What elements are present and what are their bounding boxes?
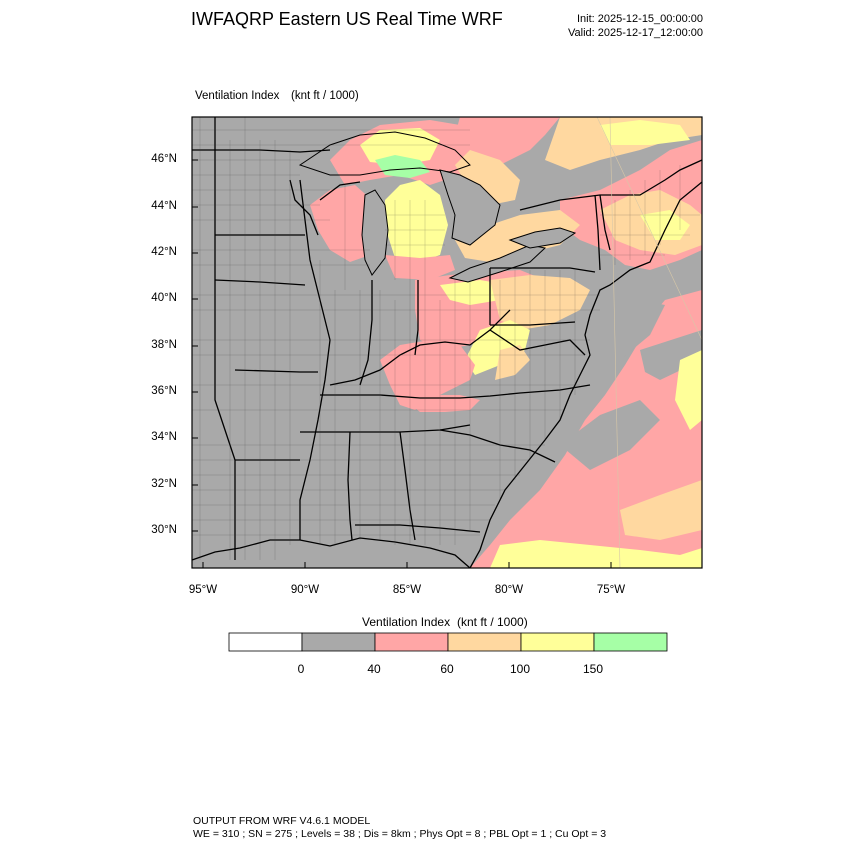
state-line-ny-new-england xyxy=(594,194,601,271)
lat-label-44: 44°N xyxy=(151,200,177,212)
valid-time: Valid: 2025-12-17_12:00:00 xyxy=(568,27,703,39)
map-frame xyxy=(191,116,703,569)
colorbar xyxy=(228,632,668,652)
field-yellow-canada xyxy=(600,120,690,145)
colorbar-units: (knt ft / 1000) xyxy=(457,615,528,629)
lake-michigan xyxy=(361,189,389,276)
field-pink-wisconsin xyxy=(310,185,375,262)
field-pink-kentucky xyxy=(380,340,475,410)
state-line-in-oh xyxy=(414,280,419,356)
field-gray-offshore-1 xyxy=(600,300,665,360)
map-variable-label: Ventilation Index xyxy=(195,90,280,102)
lon-ticks xyxy=(202,562,612,568)
colorbar-bin-0 xyxy=(228,632,303,652)
field-orange-offshore-1 xyxy=(620,480,702,540)
colorbar-title: Ventilation Index xyxy=(362,615,451,629)
colorbar-label-100: 100 xyxy=(509,662,531,676)
lon-label-75: 75°W xyxy=(596,584,626,596)
lon-label-85: 85°W xyxy=(392,584,422,596)
field-yellow-michigan xyxy=(385,180,448,262)
field-yellow-offshore-2 xyxy=(490,540,702,568)
state-line-ar xyxy=(234,369,318,373)
lon-label-90: 90°W xyxy=(290,584,320,596)
field-yellow-northeast xyxy=(640,210,690,240)
state-line-west xyxy=(214,117,236,560)
state-line-kytn xyxy=(320,384,591,399)
field-yellow-offshore-1 xyxy=(675,350,702,430)
county-lines xyxy=(192,117,700,560)
state-line-vt-nh xyxy=(599,194,611,251)
lat-label-40: 40°N xyxy=(151,292,177,304)
field-pink-canada xyxy=(455,117,560,165)
field-orange-erie xyxy=(455,210,580,262)
colorbar-bin-2 xyxy=(374,632,449,652)
lat-label-30: 30°N xyxy=(151,524,177,536)
lat-ticks xyxy=(192,159,198,532)
county-grid-h xyxy=(192,129,700,536)
lat-label-36: 36°N xyxy=(151,385,177,397)
field-orange-wv xyxy=(495,345,530,380)
lake-erie xyxy=(448,244,547,283)
field-yellow-wv xyxy=(465,320,530,375)
county-grid-v xyxy=(199,117,681,560)
map-units-label: (knt ft / 1000) xyxy=(291,90,359,102)
lat-label-46: 46°N xyxy=(151,153,177,165)
lake-huron xyxy=(439,169,501,246)
colorbar-bin-5 xyxy=(593,632,668,652)
lat-label-32: 32°N xyxy=(151,478,177,490)
lake-superior xyxy=(298,131,471,176)
colorbar-bin-4 xyxy=(520,632,595,652)
model-footer-line1: OUTPUT FROM WRF V4.6.1 MODEL xyxy=(193,815,371,827)
lat-label-42: 42°N xyxy=(151,246,177,258)
state-line-ms-al xyxy=(347,431,353,541)
state-line-mississippi-river xyxy=(299,179,331,540)
lat-label-38: 38°N xyxy=(151,339,177,351)
field-green-superior xyxy=(375,155,430,178)
gulf-coast xyxy=(191,537,471,569)
lake-ontario xyxy=(508,227,577,249)
state-line-ga-fl xyxy=(355,524,481,533)
state-line-wi-mi xyxy=(319,181,361,201)
great-lakes xyxy=(298,131,577,283)
colorbar-bin-1 xyxy=(301,632,376,652)
lon-label-80: 80°W xyxy=(494,584,524,596)
colorbar-bin-3 xyxy=(447,632,522,652)
lon-label-95: 95°W xyxy=(188,584,218,596)
graticule xyxy=(596,116,703,569)
init-time: Init: 2025-12-15_00:00:00 xyxy=(577,13,703,25)
graticule-lines xyxy=(596,116,703,569)
colorbar-label-150: 150 xyxy=(582,662,604,676)
colorbar-label-40: 40 xyxy=(367,662,381,676)
lat-label-34: 34°N xyxy=(151,431,177,443)
field-pink-tennessee xyxy=(405,395,480,412)
model-footer-line2: WE = 310 ; SN = 275 ; Levels = 38 ; Dis … xyxy=(193,828,607,840)
field-orange-lakes xyxy=(455,150,520,205)
state-line-pa-ny xyxy=(490,267,596,273)
field-gray-offshore-2 xyxy=(560,400,660,470)
colorbar-label-60: 60 xyxy=(440,662,454,676)
colorbar-label-0: 0 xyxy=(297,662,305,676)
field-gray-offshore-3 xyxy=(640,330,702,380)
field-pink-michigan-south xyxy=(385,255,455,280)
plot-title: IWFAQRP Eastern US Real Time WRF xyxy=(191,9,503,29)
